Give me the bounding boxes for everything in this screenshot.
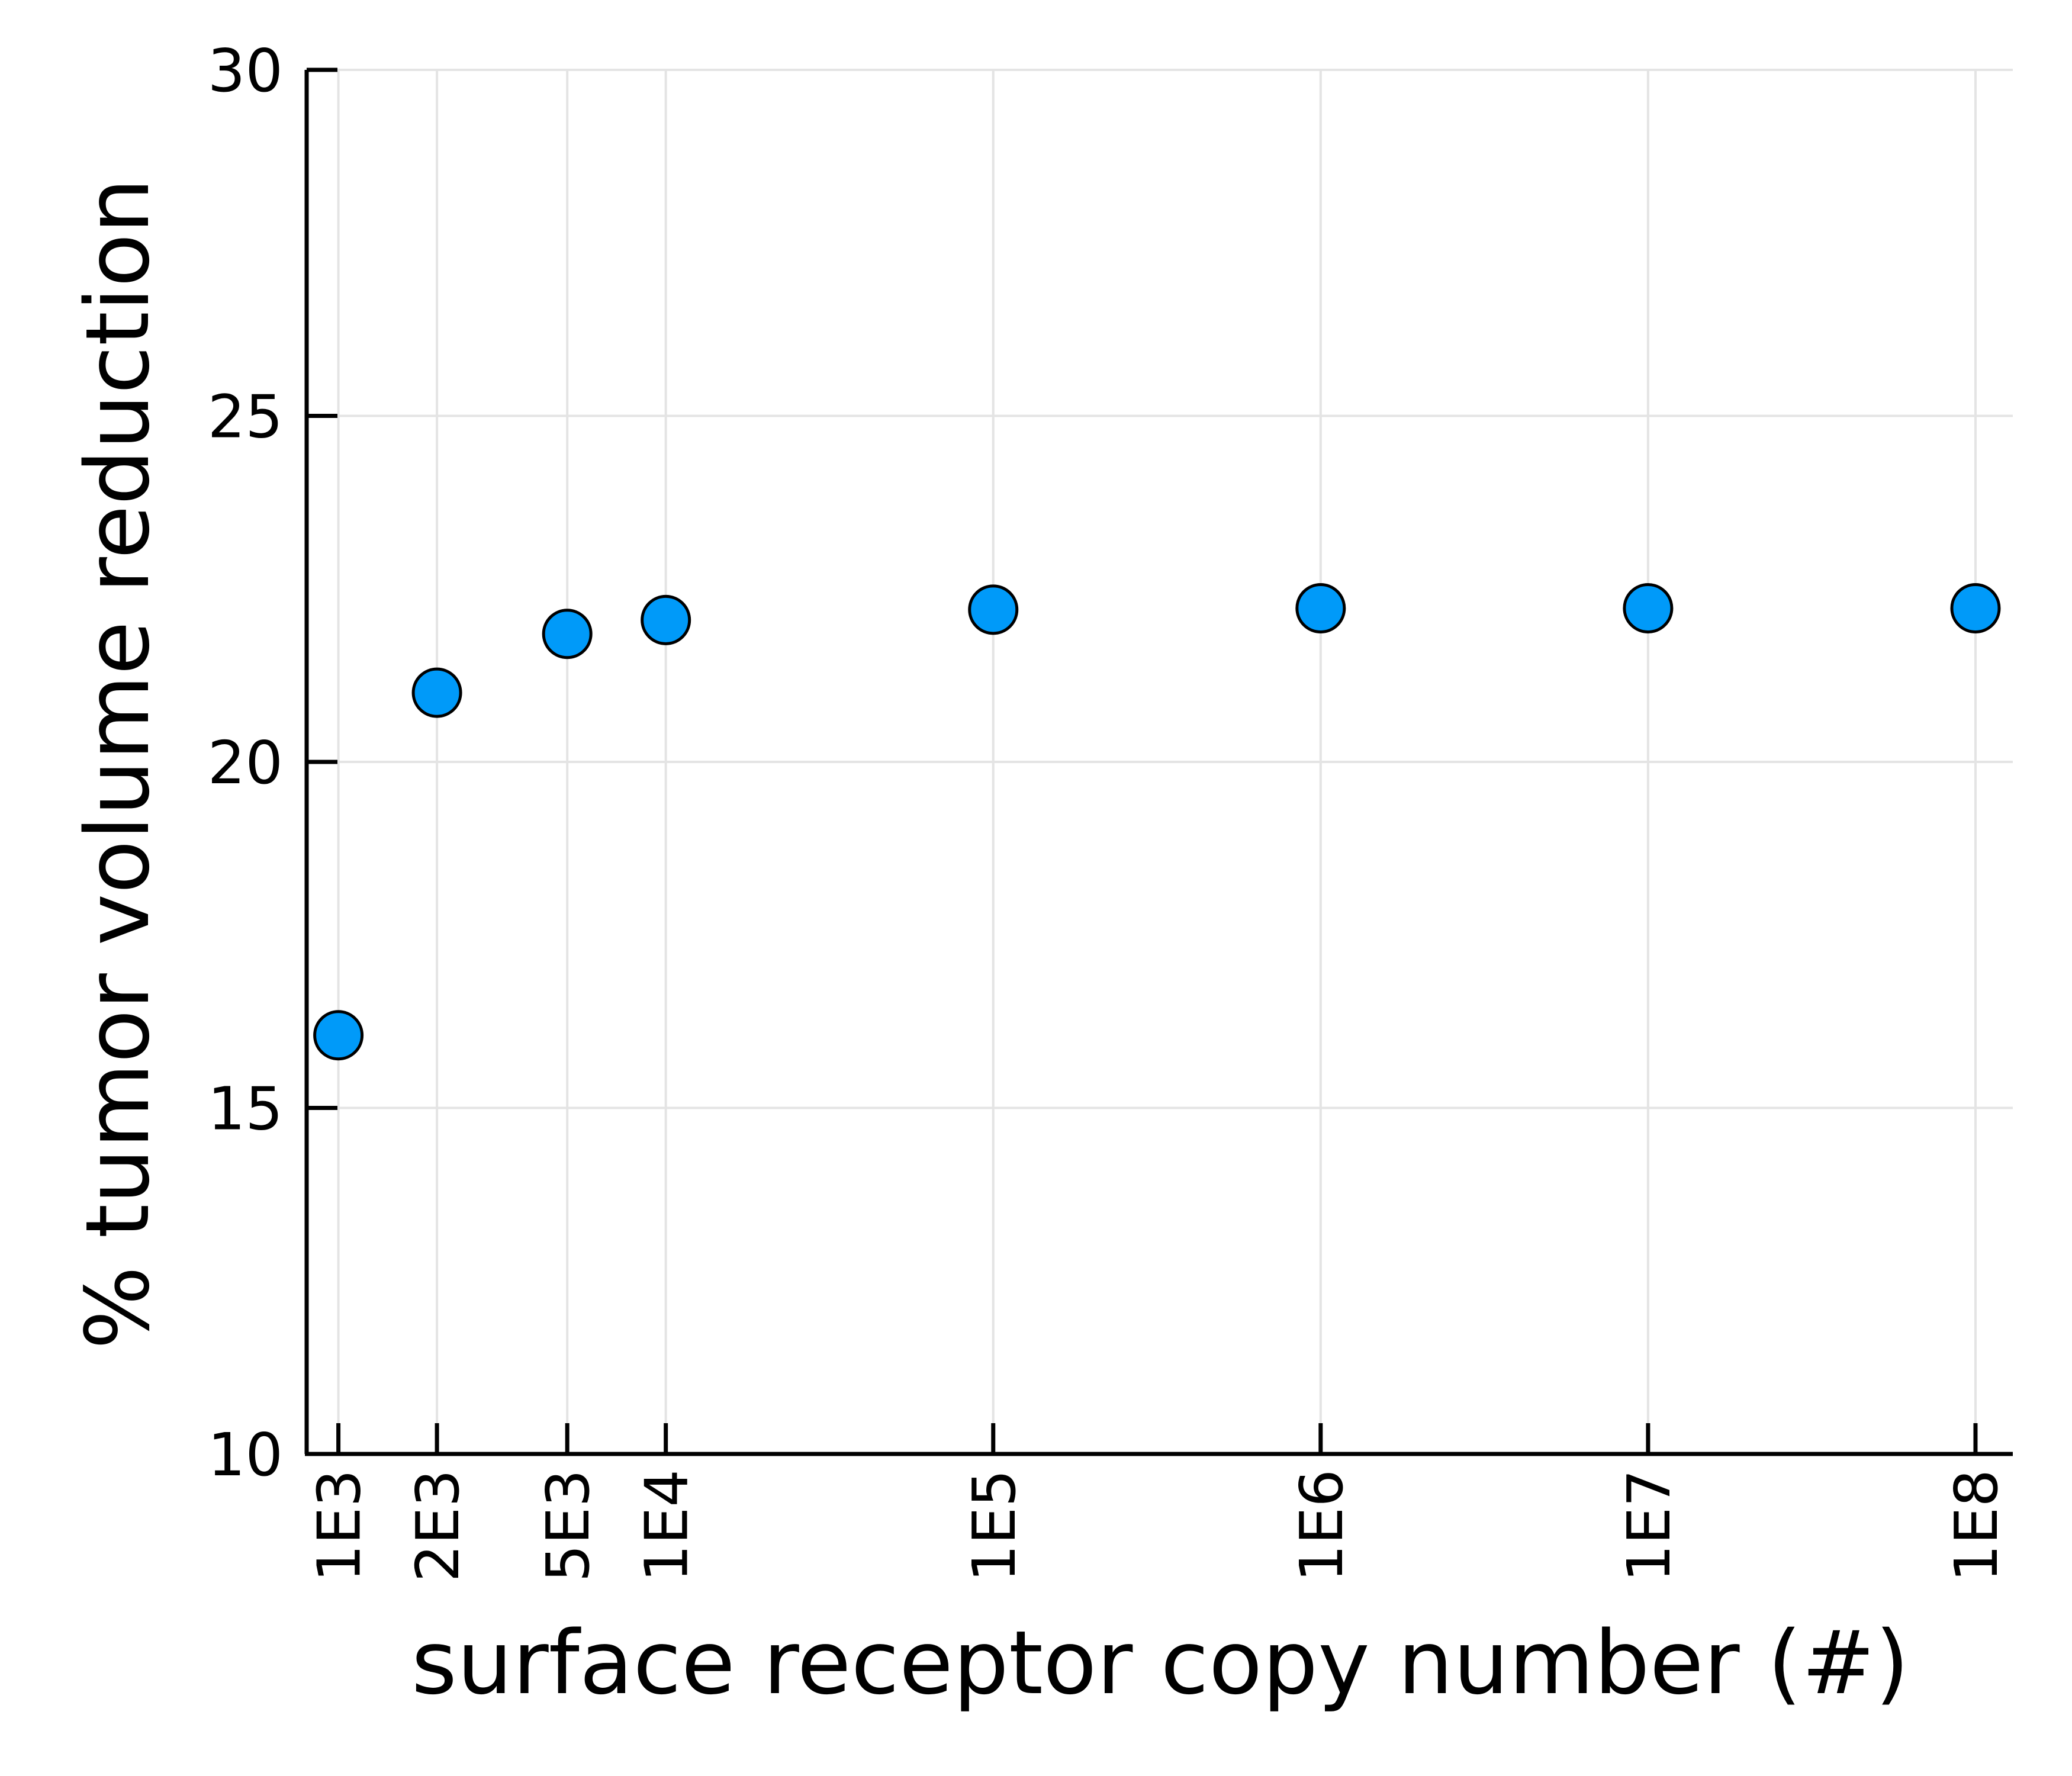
data-point-5: [1295, 583, 1346, 633]
y-axis-title: % tumor volume reduction: [67, 178, 169, 1350]
data-point-1: [411, 667, 462, 718]
data-point-3: [641, 594, 691, 645]
y-tick-label-0: 10: [208, 1420, 283, 1489]
data-point-2: [542, 609, 593, 659]
y-tick-label-2: 20: [208, 728, 283, 797]
y-tick-label-1: 15: [208, 1074, 283, 1144]
x-tick-label-2: 5E3: [533, 1469, 603, 1582]
x-tick-label-5: 1E6: [1287, 1469, 1356, 1582]
x-tick-label-4: 1E5: [960, 1469, 1029, 1582]
data-point-7: [1950, 583, 2001, 633]
data-point-6: [1623, 583, 1674, 633]
data-points: [313, 583, 2001, 1061]
data-point-0: [313, 1010, 364, 1061]
x-tick-label-6: 1E7: [1614, 1469, 1684, 1582]
x-tick-label-0: 1E3: [305, 1469, 374, 1582]
x-axis-title: surface receptor copy number (#): [411, 1612, 1909, 1714]
data-point-4: [968, 584, 1019, 635]
y-tick-label-3: 25: [208, 382, 283, 452]
x-tick-label-7: 1E8: [1942, 1469, 2011, 1582]
y-tick-label-4: 30: [208, 36, 283, 105]
tick-marks: [307, 67, 1978, 1456]
x-tick-label-1: 2E3: [403, 1469, 472, 1582]
x-tick-label-3: 1E4: [632, 1469, 702, 1582]
